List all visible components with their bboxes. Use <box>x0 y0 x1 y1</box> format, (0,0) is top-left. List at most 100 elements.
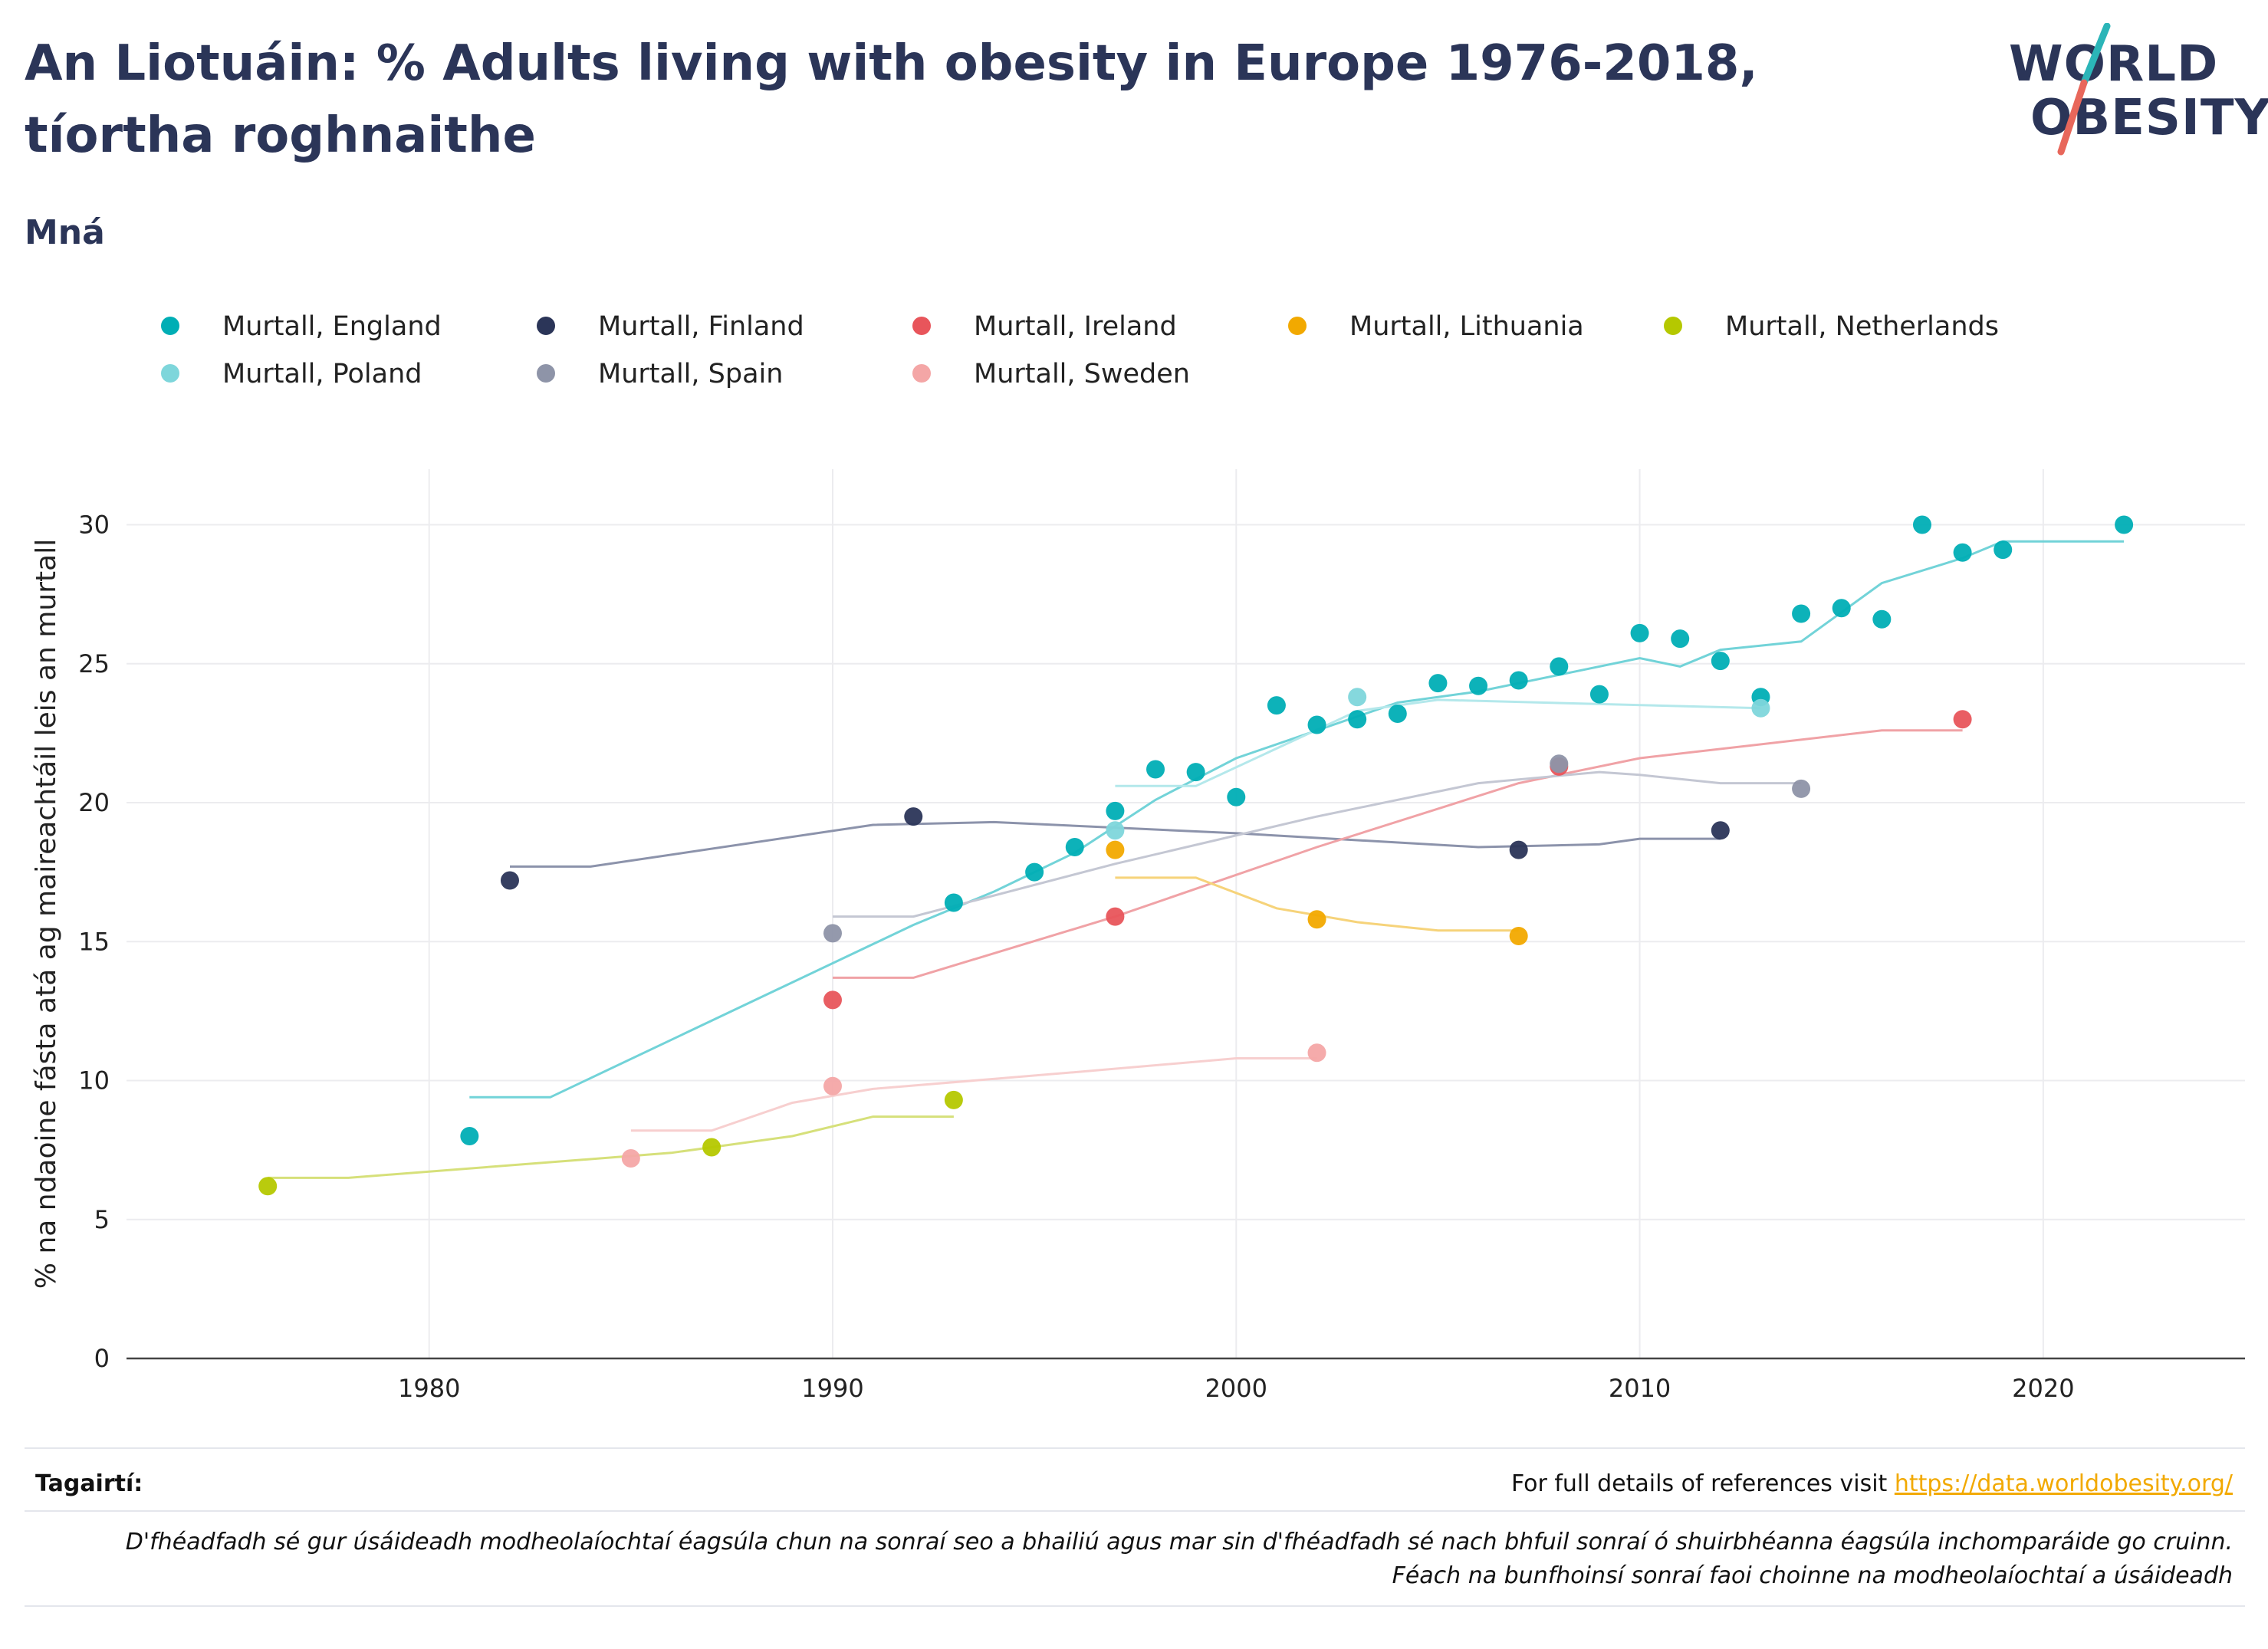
data-point-murtall-england-1997 <box>1106 801 1125 820</box>
legend-marker-murtall-england <box>161 317 179 335</box>
data-point-murtall-lithuania-2007 <box>1509 927 1528 945</box>
legend: Murtall, England Murtall, Finland Murtall,… <box>161 311 1999 389</box>
data-point-murtall-england-2002 <box>1307 715 1326 734</box>
data-point-murtall-england-2009 <box>1589 685 1609 704</box>
data-point-murtall-england-2019 <box>1994 540 2013 560</box>
legend-marker-murtall-lithuania <box>1288 317 1307 335</box>
axes: 0 5 10 15 20 25 30 1980 1990 2000 2010 2020 % na nda… <box>31 511 2245 1403</box>
data-point-murtall-lithuania-2002 <box>1307 910 1326 929</box>
legend-label-murtall-england: Murtall, England <box>222 311 442 342</box>
x-tick-label-2010: 2010 <box>1609 1374 1671 1403</box>
x-tick-label-2000: 2000 <box>1205 1374 1267 1403</box>
legend-label-murtall-lithuania: Murtall, Lithuania <box>1349 311 1584 342</box>
data-point-murtall-england-1999 <box>1186 763 1205 782</box>
legend-marker-murtall-finland <box>537 317 555 335</box>
data-point-murtall-netherlands-1987 <box>702 1138 721 1157</box>
data-point-murtall-england-2004 <box>1388 705 1407 723</box>
references-text: For full details of references visit htt… <box>1511 1470 2233 1497</box>
legend-label-murtall-finland: Murtall, Finland <box>598 311 804 342</box>
data-point-murtall-england-1995 <box>1025 862 1044 882</box>
chart-area: Murtall, England Murtall, Finland Murtall,… <box>31 311 2245 1403</box>
y-tick-label-20: 20 <box>78 788 110 817</box>
y-axis-label: % na ndaoine fásta atá ag maireachtáil l… <box>31 539 62 1289</box>
chart-subtitle: Mná <box>25 213 105 252</box>
data-point-murtall-england-1996 <box>1065 838 1084 856</box>
data-point-murtall-spain-2014 <box>1792 779 1811 798</box>
data-point-murtall-spain-2008 <box>1550 754 1569 774</box>
disclaimer-line-2: Féach na bunfhoinsí sonraí faoi choinne … <box>1392 1562 2233 1589</box>
data-point-murtall-england-2022 <box>2115 515 2134 534</box>
y-tick-label-15: 15 <box>78 927 110 956</box>
y-tick-label-25: 25 <box>78 649 110 678</box>
data-point-murtall-england-2000 <box>1227 787 1246 806</box>
data-point-murtall-lithuania-1997 <box>1106 840 1125 859</box>
data-point-murtall-sweden-1985 <box>621 1149 640 1168</box>
data-point-murtall-ireland-1990 <box>823 990 842 1010</box>
grid-lines <box>127 469 2245 1358</box>
data-point-murtall-poland-2013 <box>1751 698 1770 718</box>
y-tick-label-5: 5 <box>94 1205 110 1234</box>
data-point-murtall-ireland-2018 <box>1953 710 1972 729</box>
trend-line-murtall-sweden <box>630 1057 1317 1132</box>
data-point-murtall-netherlands-1976 <box>258 1177 278 1196</box>
data-point-murtall-england-2005 <box>1428 674 1448 693</box>
footer-divider-bottom <box>25 1605 2245 1607</box>
data-point-murtall-england-2011 <box>1671 629 1690 649</box>
y-tick-label-10: 10 <box>78 1066 110 1096</box>
legend-label-murtall-sweden: Murtall, Sweden <box>974 359 1190 389</box>
data-point-murtall-england-1993 <box>944 893 963 912</box>
data-point-murtall-sweden-2002 <box>1307 1043 1326 1063</box>
legend-label-murtall-spain: Murtall, Spain <box>598 359 783 389</box>
data-point-murtall-england-2010 <box>1630 623 1649 642</box>
data-point-murtall-ireland-1997 <box>1106 907 1125 926</box>
data-point-murtall-england-2014 <box>1792 604 1811 623</box>
trend-line-murtall-spain <box>833 770 1802 918</box>
footer-divider-middle <box>25 1510 2245 1512</box>
x-tick-label-1990: 1990 <box>801 1374 863 1403</box>
data-point-murtall-finland-1982 <box>500 871 519 890</box>
references-label: Tagairtí: <box>35 1470 143 1497</box>
data-point-murtall-england-2012 <box>1711 652 1730 671</box>
logo-slash-icon <box>2057 23 2111 156</box>
legend-marker-murtall-netherlands <box>1664 317 1682 335</box>
trend-lines <box>268 540 2125 1179</box>
chart-title: An Liotuáin: % Adults living with obesit… <box>25 35 1758 164</box>
trend-line-murtall-netherlands <box>268 1115 954 1179</box>
data-point-murtall-england-2018 <box>1953 543 1972 562</box>
data-point-murtall-england-2007 <box>1509 671 1528 690</box>
data-point-murtall-england-1981 <box>460 1127 479 1145</box>
data-point-murtall-finland-2007 <box>1509 840 1528 859</box>
data-points <box>258 515 2134 1196</box>
legend-label-murtall-poland: Murtall, Poland <box>222 359 422 389</box>
data-point-murtall-netherlands-1993 <box>944 1090 963 1109</box>
data-point-murtall-poland-2003 <box>1348 688 1367 707</box>
data-point-murtall-finland-1992 <box>904 807 923 826</box>
data-point-murtall-england-2016 <box>1872 609 1892 629</box>
data-point-murtall-england-1998 <box>1146 760 1165 779</box>
trend-line-murtall-ireland <box>833 729 1963 979</box>
disclaimer-line-1: D'fhéadfadh sé gur úsáideadh modheolaíoc… <box>125 1529 2233 1555</box>
legend-label-murtall-ireland: Murtall, Ireland <box>974 311 1177 342</box>
legend-marker-murtall-sweden <box>912 364 931 383</box>
data-point-murtall-england-2015 <box>1832 599 1851 618</box>
x-tick-label-2020: 2020 <box>2012 1374 2074 1403</box>
y-tick-label-30: 30 <box>78 511 110 540</box>
footer-divider-top <box>25 1447 2245 1449</box>
legend-label-murtall-netherlands: Murtall, Netherlands <box>1725 311 1999 342</box>
data-point-murtall-england-2003 <box>1348 710 1367 729</box>
references-link[interactable]: https://data.worldobesity.org/ <box>1894 1470 2233 1497</box>
legend-marker-murtall-ireland <box>912 317 931 335</box>
data-point-murtall-sweden-1990 <box>823 1076 842 1096</box>
data-point-murtall-england-2001 <box>1267 696 1286 715</box>
data-point-murtall-poland-1997 <box>1106 821 1125 840</box>
logo-word-world: WORLD <box>2009 36 2219 93</box>
world-obesity-logo: WORLD OBESITY <box>2000 23 2268 161</box>
trend-line-murtall-poland <box>1115 698 1761 787</box>
y-tick-label-0: 0 <box>94 1344 110 1373</box>
data-point-murtall-finland-2012 <box>1711 821 1730 840</box>
data-point-murtall-england-2008 <box>1550 657 1569 676</box>
references-prefix: For full details of references visit <box>1510 1470 1895 1497</box>
disclaimer: D'fhéadfadh sé gur úsáideadh modheolaíoc… <box>40 1526 2233 1593</box>
legend-marker-murtall-poland <box>161 364 179 383</box>
data-point-murtall-england-2006 <box>1469 676 1488 695</box>
